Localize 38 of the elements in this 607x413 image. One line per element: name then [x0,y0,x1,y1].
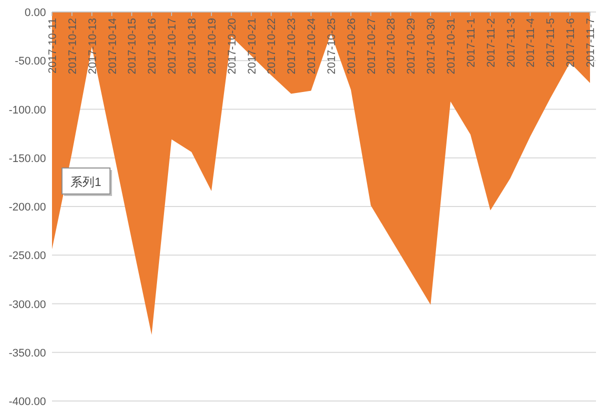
x-tick-label: 2017-10-18 [186,18,198,74]
series-label: 系列1 [70,175,102,189]
x-tick-label: 2017-10-11 [47,18,59,74]
x-tick-label: 2017-10-12 [66,18,79,74]
x-tick-label: 2017-10-21 [246,18,258,74]
y-tick-label: 0.00 [24,7,46,19]
y-tick-label: -150.00 [8,152,46,165]
x-tick-label: 2017-10-20 [226,18,238,74]
y-tick-label: -200.00 [8,202,46,214]
x-tick-label: 2017-10-13 [86,18,99,74]
x-tick-label: 2017-11-3 [505,18,518,68]
y-tick-label: -350.00 [8,347,46,360]
x-tick-label: 2017-10-27 [366,18,378,74]
y-tick-label: -400.00 [8,396,46,408]
x-tick-label: 2017-10-25 [326,18,338,74]
x-tick-label: 2017-11-1 [465,18,478,68]
x-tick-label: 2017-10-28 [386,18,398,74]
x-tick-label: 2017-10-14 [106,18,119,74]
x-tick-label: 2017-10-29 [406,18,418,74]
x-tick-label: 2017-10-16 [146,18,159,74]
x-tick-label: 2017-10-22 [266,18,278,74]
x-tick-label: 2017-11-5 [545,18,558,68]
y-tick-label: -100.00 [8,104,46,116]
x-tick-label: 2017-11-4 [525,18,538,68]
y-tick-label: -300.00 [8,298,46,311]
x-tick-label: 2017-10-23 [286,18,298,74]
x-tick-label: 2017-10-31 [446,18,458,74]
x-tick-label: 2017-10-26 [346,18,358,74]
x-tick-label: 2017-10-30 [426,18,438,74]
x-tick-label: 2017-10-15 [126,18,139,74]
x-tick-label: 2017-10-24 [306,18,318,74]
x-tick-label: 2017-10-17 [166,18,179,74]
y-tick-label: -50.00 [14,56,46,68]
x-tick-label: 2017-10-19 [206,18,218,74]
y-tick-label: -250.00 [8,250,46,262]
x-tick-label: 2017-11-7 [585,18,597,68]
x-tick-label: 2017-11-2 [485,18,498,68]
x-tick-label: 2017-11-6 [565,18,578,68]
